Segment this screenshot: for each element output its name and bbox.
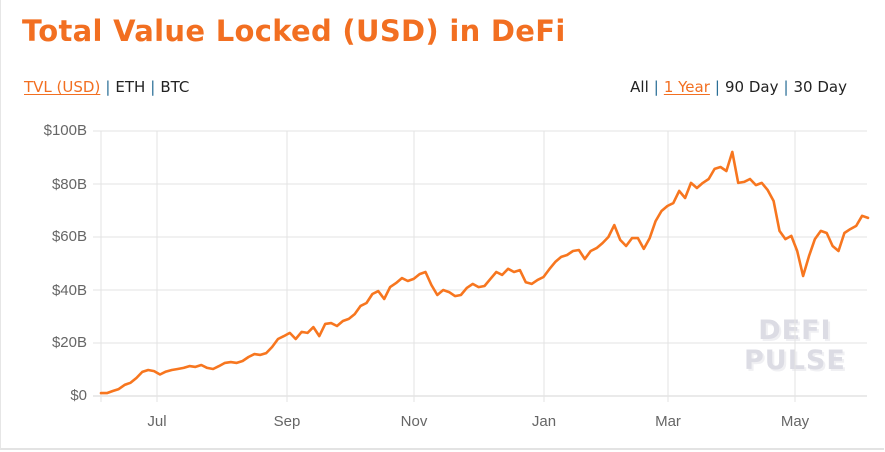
tab-range-90-day[interactable]: 90 Day [724, 78, 779, 96]
x-tick-label: Nov [400, 413, 428, 430]
tvl-line-series[interactable] [99, 150, 870, 395]
y-tick-label: $20B [51, 334, 87, 351]
y-tick-label: $80B [51, 176, 87, 193]
defi-pulse-watermark: DEFI PULSE [744, 316, 846, 376]
tab-btc[interactable]: BTC [160, 78, 190, 96]
watermark-line-1: DEFI [758, 315, 832, 346]
tab-separator: | [105, 78, 111, 96]
tab-tvl-usd[interactable]: TVL (USD) [24, 78, 101, 96]
tab-separator: | [150, 78, 156, 96]
page-title: Total Value Locked (USD) in DeFi [22, 14, 566, 48]
tab-range-30-day[interactable]: 30 Day [793, 78, 847, 96]
tab-separator: | [653, 78, 659, 96]
chart-grid [93, 130, 867, 402]
x-tick-label: Jul [147, 413, 167, 430]
tab-separator: | [783, 78, 789, 96]
x-tick-label: May [780, 413, 810, 430]
y-tick-label: $60B [51, 228, 87, 245]
y-tick-label: $0 [70, 387, 87, 404]
tab-range-all[interactable]: All [630, 78, 649, 96]
tab-separator: | [714, 78, 720, 96]
x-tick-label: Mar [655, 413, 681, 430]
metric-tabs: TVL (USD) | ETH | BTC [24, 78, 189, 96]
watermark-line-2: PULSE [744, 345, 846, 376]
x-tick-label: Jan [531, 413, 557, 430]
y-tick-label: $100B [43, 122, 87, 139]
y-tick-label: $40B [51, 282, 87, 299]
range-tabs: All | 1 Year | 90 Day | 30 Day [630, 78, 847, 96]
tab-range-1-year[interactable]: 1 Year [663, 78, 710, 96]
tab-eth[interactable]: ETH [115, 78, 146, 96]
x-tick-label: Sep [273, 413, 301, 430]
